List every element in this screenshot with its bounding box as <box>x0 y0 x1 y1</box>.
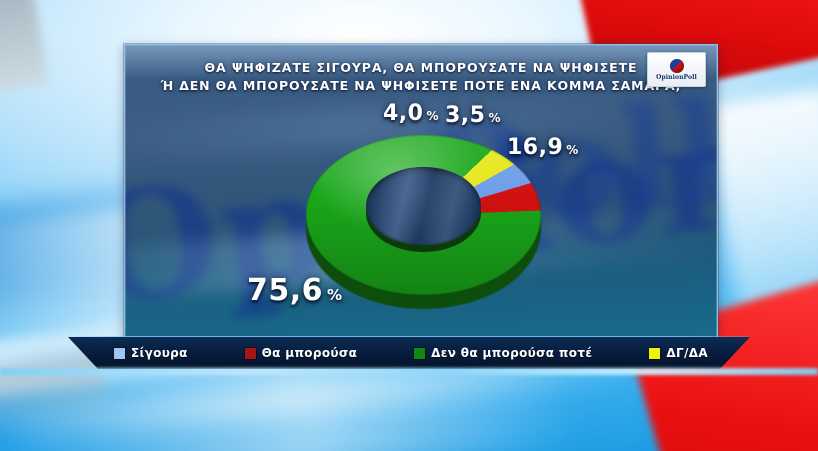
value-label-yellow-number: 4,0 <box>383 101 424 126</box>
logo-circle-icon <box>669 58 684 73</box>
legend-item-tha-mporousa: Θα μπορούσα <box>244 346 358 360</box>
panel-top-glow <box>125 45 717 79</box>
chart-legend: Σίγουρα Θα μπορούσα Δεν θα μπορούσα ποτέ… <box>68 337 750 369</box>
value-label-red-percent: % <box>566 143 579 157</box>
value-label-yellow-percent: % <box>426 109 439 123</box>
value-label-blue-number: 3,5 <box>445 103 486 128</box>
value-label-red: 16,9% <box>507 137 578 159</box>
legend-label-sigoura: Σίγουρα <box>131 346 188 360</box>
legend-item-den-tha-mporousa-pote: Δεν θα μπορούσα ποτέ <box>414 346 592 360</box>
legend-swatch-den-tha-mporousa-pote <box>414 347 426 359</box>
legend-label-dg-da: ΔΓ/ΔΑ <box>666 346 708 360</box>
donut-hole <box>366 167 481 245</box>
donut-chart <box>306 135 541 335</box>
legend-swatch-sigoura <box>114 347 125 359</box>
value-label-green: 75,6% <box>247 276 342 306</box>
value-label-green-number: 75,6 <box>247 273 324 308</box>
logo-label: OpinionPoll <box>656 73 697 81</box>
value-label-blue-percent: % <box>488 111 501 125</box>
legend-swatch-dg-da <box>649 347 661 359</box>
value-label-green-percent: % <box>327 286 343 304</box>
legend-label-den-tha-mporousa-pote: Δεν θα μπορούσα ποτέ <box>431 346 593 360</box>
legend-swatch-tha-mporousa <box>244 347 256 359</box>
page-title: ΘΑ ΨΗΦΙΖΑΤΕ ΣΙΓΟΥΡΑ, ΘΑ ΜΠΟΡΟΥΣΑΤΕ ΝΑ ΨΗ… <box>125 59 717 95</box>
legend-label-tha-mporousa: Θα μπορούσα <box>261 346 358 360</box>
headline-line-2: Ή ΔΕΝ ΘΑ ΜΠΟΡΟΥΣΑΤΕ ΝΑ ΨΗΦΙΣΕΤΕ ΠΟΤΕ ΕΝΑ… <box>160 78 682 93</box>
chart-panel: OpinionPoll Poll ΘΑ ΨΗΦΙΖΑΤΕ ΣΙΓΟΥΡΑ, ΘΑ… <box>124 44 718 338</box>
opinionpoll-logo: OpinionPoll <box>647 52 706 87</box>
value-label-red-number: 16,9 <box>507 135 564 160</box>
value-label-yellow: 4,0% <box>383 103 439 125</box>
value-label-blue: 3,5% <box>445 105 501 127</box>
legend-item-sigoura: Σίγουρα <box>114 346 188 360</box>
legend-item-dg-da: ΔΓ/ΔΑ <box>649 346 708 360</box>
headline-line-1: ΘΑ ΨΗΦΙΖΑΤΕ ΣΙΓΟΥΡΑ, ΘΑ ΜΠΟΡΟΥΣΑΤΕ ΝΑ ΨΗ… <box>204 60 638 75</box>
legend-under-glow <box>0 368 818 375</box>
